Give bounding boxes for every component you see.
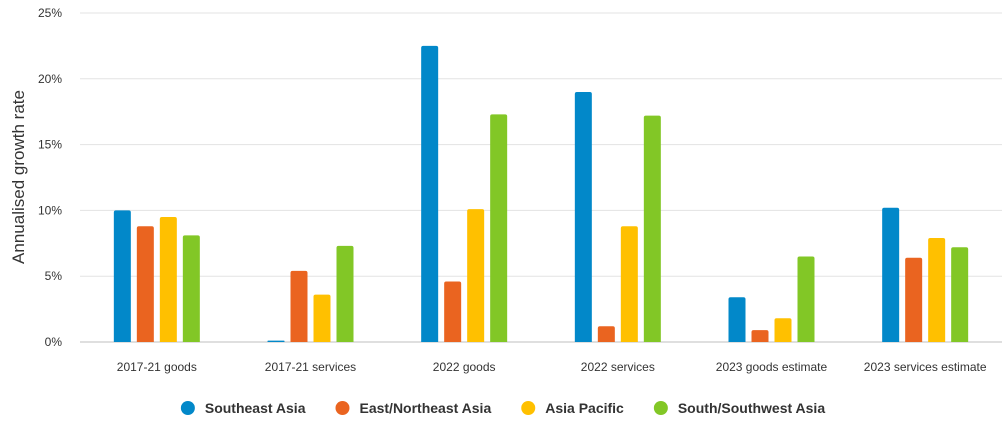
y-tick-label: 25% [38,6,62,20]
legend-swatch [521,401,536,415]
bar [336,245,354,342]
bar [951,247,969,342]
x-category-label: 2017-21 goods [117,360,197,374]
x-category-label: 2023 goods estimate [716,360,828,374]
legend-item[interactable]: Southeast Asia [180,400,306,416]
bar [313,294,331,342]
x-axis-categories: 2017-21 goods 2017-21 services 2022 goods 2… [117,360,987,374]
bar [421,45,439,343]
bar [490,114,508,342]
bar [797,256,815,342]
y-tick-label: 15% [38,138,62,152]
bar [444,281,462,342]
y-tick-label: 10% [38,203,62,217]
bar [643,115,661,342]
bar [728,297,746,342]
bars [113,45,969,343]
bar [467,209,485,342]
legend-item[interactable]: Asia Pacific [521,400,624,416]
grid-lines [80,12,1002,343]
bar [136,226,154,342]
bar [751,330,769,342]
y-axis-ticks: 0% 5% 10% 15% 20% 25% [38,6,62,349]
legend-label: Southeast Asia [205,400,306,416]
legend-swatch [180,401,195,415]
bar [882,207,900,342]
x-category-label: 2023 services estimate [864,360,987,374]
x-category-label: 2017-21 services [265,360,356,374]
legend-label: East/Northeast Asia [359,400,491,416]
bar [574,91,592,343]
bar [182,235,200,342]
legend-item[interactable]: East/Northeast Asia [335,400,491,416]
y-tick-label: 0% [45,335,63,349]
bar [928,238,946,342]
legend-item[interactable]: South/Southwest Asia [653,400,825,416]
legend-label: South/Southwest Asia [678,400,825,416]
legend-swatch [653,401,668,415]
x-category-label: 2022 goods [433,360,496,374]
y-tick-label: 5% [45,269,63,283]
bar [267,340,285,342]
bar [620,226,638,342]
bar [905,257,923,342]
legend-label: Asia Pacific [545,400,624,416]
bar [113,210,131,342]
bar [774,318,792,342]
bar [159,216,177,342]
bar [290,270,308,342]
legend-swatch [335,401,350,415]
x-category-label: 2022 services [581,360,655,374]
y-tick-label: 20% [38,72,62,86]
legend: Southeast Asia East/Northeast Asia Asia Pa… [180,400,825,416]
bar [597,326,615,342]
y-axis-title: Annualised growth rate [9,90,28,264]
